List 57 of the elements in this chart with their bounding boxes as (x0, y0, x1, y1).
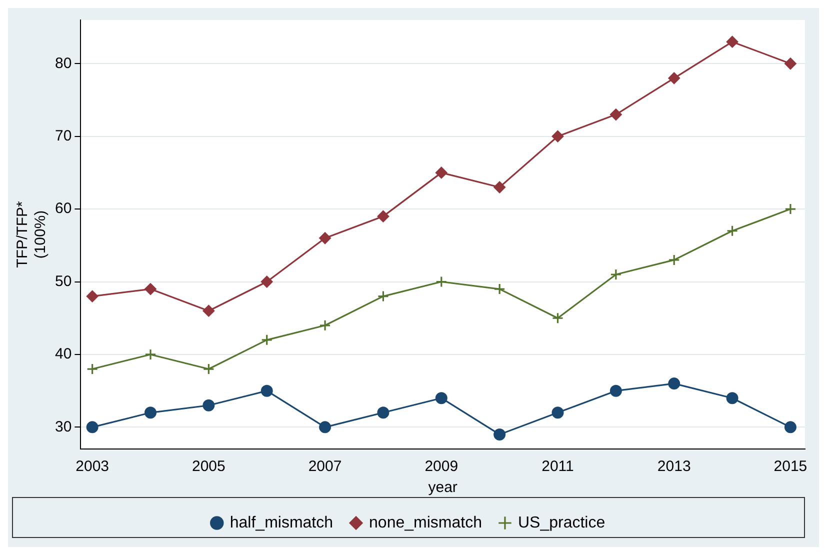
y-tick-label: 60 (54, 200, 72, 218)
point (552, 312, 564, 324)
x-tick-label: 2005 (192, 458, 226, 476)
point (784, 421, 796, 434)
y-tick-label: 80 (54, 54, 72, 72)
point (377, 406, 390, 419)
point (144, 348, 156, 360)
point (202, 363, 214, 375)
point (552, 130, 564, 142)
point (319, 320, 331, 332)
y-tick-label: 50 (54, 272, 72, 290)
point (436, 276, 448, 288)
point (668, 72, 680, 84)
x-tick-label: 2013 (657, 458, 691, 476)
point (319, 232, 332, 244)
point (494, 181, 506, 194)
y-tick-label: 70 (54, 127, 72, 144)
point (435, 392, 448, 404)
point (552, 406, 564, 419)
point (435, 166, 448, 179)
point (86, 363, 98, 375)
point (202, 399, 215, 412)
point (86, 421, 98, 434)
legend-label: half_mismatch (230, 514, 334, 532)
point (784, 203, 796, 215)
point (668, 254, 680, 266)
legend-label: US_practice (518, 514, 606, 532)
x-axis-title: year (428, 479, 458, 496)
x-tick-label: 2015 (774, 458, 808, 476)
point (260, 276, 273, 288)
y-tick-label: 40 (54, 346, 72, 363)
point (261, 334, 273, 346)
point (726, 36, 738, 48)
x-tick-label: 2003 (76, 458, 110, 476)
x-tick-label: 2009 (424, 458, 458, 476)
y-axis-title: TFP/TFP* (100%) (14, 201, 50, 268)
x-tick-label: 2007 (308, 458, 342, 476)
point (610, 384, 622, 397)
point (726, 225, 738, 237)
point (319, 421, 332, 434)
point (494, 428, 506, 440)
point (610, 108, 622, 121)
point (726, 392, 738, 404)
point (377, 290, 390, 302)
y-tick-label: 30 (54, 418, 72, 436)
x-tick-label: 2011 (542, 458, 574, 476)
point (144, 283, 156, 296)
point (144, 406, 156, 419)
point (202, 304, 215, 317)
point (260, 384, 273, 397)
point (494, 283, 506, 295)
point (668, 378, 680, 390)
point (610, 268, 622, 280)
point (784, 58, 796, 70)
point (86, 290, 98, 302)
legend-label: none_mismatch (369, 514, 482, 532)
point (377, 210, 390, 222)
